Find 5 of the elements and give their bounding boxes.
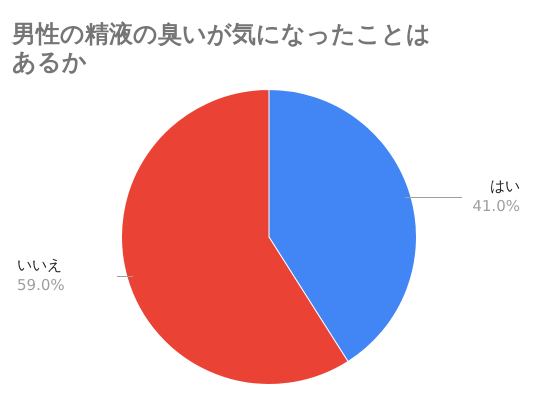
chart-title: 男性の精液の臭いが気になったことはあるか: [12, 20, 432, 76]
slice-label: はい: [490, 176, 520, 195]
slice-label: いいえ: [17, 256, 62, 274]
data-label: 41.0%: [472, 196, 520, 215]
data-label: 59.0%: [17, 276, 65, 294]
